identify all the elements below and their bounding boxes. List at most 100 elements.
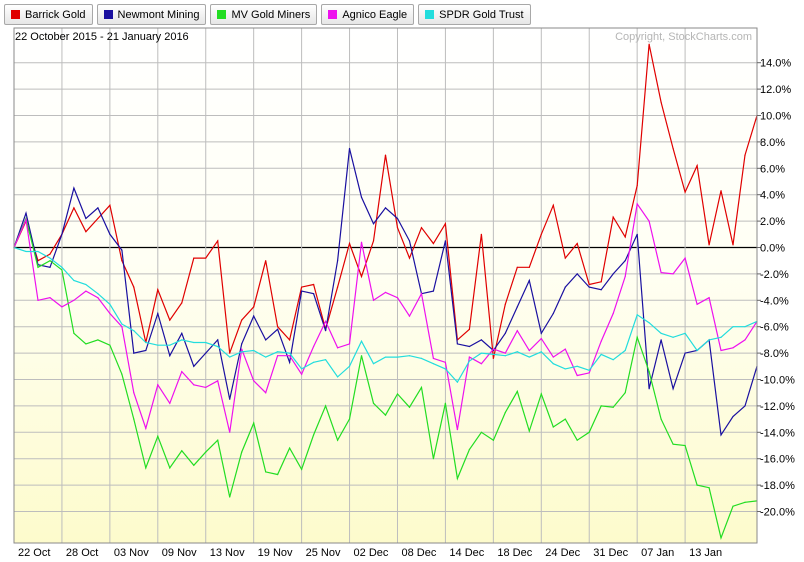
data-point-mv-gold-miners	[720, 537, 722, 539]
y-tick-label: 4.0%	[760, 190, 785, 202]
date-range: 22 October 2015 - 21 January 2016	[15, 31, 189, 43]
data-point-agnico-eagle	[732, 347, 734, 349]
data-point-newmont-mining	[732, 415, 734, 418]
data-point-newmont-mining	[456, 343, 459, 345]
data-point-mv-gold-miners	[348, 418, 351, 420]
data-point-barrick-gold	[49, 253, 51, 255]
series-agnico-eagle	[13, 202, 758, 433]
data-point-mv-gold-miners	[480, 431, 482, 433]
data-point-agnico-eagle	[49, 297, 51, 299]
data-point-spdr-gold-trust	[301, 368, 303, 370]
data-point-spdr-gold-trust	[708, 339, 710, 341]
data-point-spdr-gold-trust	[576, 365, 578, 367]
data-point-agnico-eagle	[133, 392, 135, 394]
data-point-newmont-mining	[360, 196, 363, 198]
data-point-newmont-mining	[181, 332, 183, 334]
data-point-mv-gold-miners	[85, 343, 87, 345]
data-point-mv-gold-miners	[217, 439, 219, 441]
data-point-newmont-mining	[157, 312, 159, 315]
data-point-spdr-gold-trust	[37, 250, 39, 253]
data-point-newmont-mining	[324, 330, 327, 332]
legend-label: Barrick Gold	[25, 8, 86, 21]
data-point-agnico-eagle	[552, 356, 554, 358]
data-point-newmont-mining	[312, 293, 315, 295]
data-point-mv-gold-miners	[145, 467, 147, 469]
data-point-spdr-gold-trust	[636, 314, 638, 316]
data-point-mv-gold-miners	[324, 405, 327, 407]
data-point-newmont-mining	[205, 352, 207, 354]
data-point-agnico-eagle	[468, 356, 470, 358]
data-point-newmont-mining	[348, 147, 351, 150]
data-point-mv-gold-miners	[648, 370, 650, 373]
legend-item-agnico-eagle[interactable]: Agnico Eagle	[321, 4, 415, 25]
data-point-agnico-eagle	[97, 297, 99, 299]
data-point-newmont-mining	[109, 233, 111, 235]
y-tick-label: 12.0%	[760, 84, 791, 96]
legend: Barrick Gold Newmont Mining MV Gold Miners…	[4, 4, 531, 25]
data-point-newmont-mining	[97, 207, 99, 209]
data-point-agnico-eagle	[636, 203, 638, 205]
data-point-agnico-eagle	[301, 373, 303, 375]
data-point-agnico-eagle	[708, 297, 710, 299]
data-point-mv-gold-miners	[265, 471, 267, 473]
legend-item-barrick-gold[interactable]: Barrick Gold	[4, 4, 93, 25]
legend-item-spdr-gold-trust[interactable]: SPDR Gold Trust	[418, 4, 531, 25]
data-point-agnico-eagle	[169, 402, 171, 404]
data-point-spdr-gold-trust	[744, 326, 746, 328]
data-point-spdr-gold-trust	[289, 352, 291, 354]
y-tick-label: 14.0%	[760, 58, 791, 70]
data-point-spdr-gold-trust	[480, 352, 482, 354]
data-point-newmont-mining	[301, 290, 303, 292]
x-tick-label: 22 Oct	[18, 547, 50, 559]
x-tick-label: 13 Nov	[210, 547, 245, 559]
data-point-barrick-gold	[133, 286, 135, 288]
data-point-newmont-mining	[384, 207, 387, 209]
data-point-barrick-gold	[336, 286, 339, 288]
data-point-newmont-mining	[528, 279, 530, 282]
data-point-mv-gold-miners	[49, 260, 51, 262]
data-point-barrick-gold	[636, 184, 638, 187]
data-point-mv-gold-miners	[588, 431, 590, 433]
data-point-mv-gold-miners	[552, 426, 554, 428]
data-point-agnico-eagle	[588, 372, 590, 374]
data-point-agnico-eagle	[684, 257, 686, 259]
data-point-spdr-gold-trust	[181, 339, 183, 341]
data-point-newmont-mining	[720, 434, 722, 436]
x-tick-label: 02 Dec	[354, 547, 389, 559]
data-point-mv-gold-miners	[684, 444, 686, 447]
data-point-barrick-gold	[229, 352, 231, 354]
data-point-mv-gold-miners	[672, 443, 674, 445]
data-point-agnico-eagle	[289, 355, 291, 357]
data-point-mv-gold-miners	[193, 464, 195, 466]
legend-item-mv-gold-miners[interactable]: MV Gold Miners	[210, 4, 318, 25]
legend-item-newmont-mining[interactable]: Newmont Mining	[96, 4, 207, 25]
data-point-spdr-gold-trust	[360, 340, 363, 342]
data-point-spdr-gold-trust	[672, 336, 674, 338]
data-point-barrick-gold	[97, 217, 99, 220]
data-point-agnico-eagle	[37, 299, 39, 301]
data-point-mv-gold-miners	[540, 393, 542, 395]
y-tick-label: -8.0%	[760, 348, 789, 360]
data-point-barrick-gold	[684, 191, 686, 193]
legend-label: MV Gold Miners	[231, 8, 311, 21]
data-point-spdr-gold-trust	[468, 360, 470, 362]
data-point-barrick-gold	[708, 244, 710, 246]
data-point-mv-gold-miners	[157, 435, 159, 437]
data-point-mv-gold-miners	[97, 339, 99, 341]
data-point-mv-gold-miners	[432, 458, 435, 460]
data-point-mv-gold-miners	[564, 418, 566, 420]
data-point-mv-gold-miners	[133, 418, 135, 420]
data-point-barrick-gold	[516, 266, 518, 268]
x-tick-label: 24 Dec	[545, 547, 580, 559]
data-point-mv-gold-miners	[205, 451, 207, 453]
data-point-agnico-eagle	[720, 349, 722, 352]
data-point-agnico-eagle	[25, 219, 27, 221]
data-point-agnico-eagle	[145, 427, 147, 429]
data-point-spdr-gold-trust	[241, 351, 243, 353]
x-tick-label: 13 Jan	[689, 547, 722, 559]
data-point-newmont-mining	[85, 217, 87, 220]
data-point-agnico-eagle	[217, 380, 219, 382]
data-point-newmont-mining	[468, 345, 470, 348]
data-point-barrick-gold	[552, 204, 554, 206]
data-point-newmont-mining	[444, 240, 447, 242]
